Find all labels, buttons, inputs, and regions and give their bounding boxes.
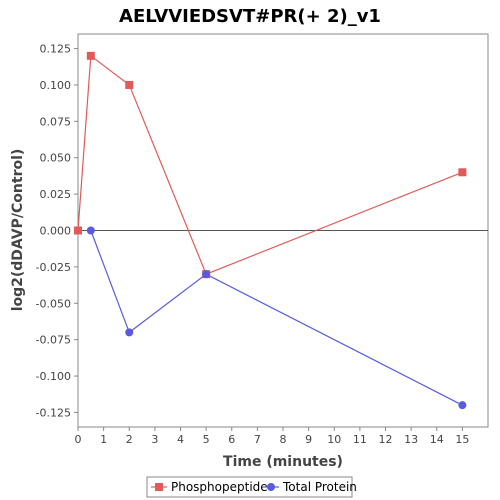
y-tick-label: -0.100 xyxy=(36,370,71,383)
x-tick-label: 9 xyxy=(305,433,312,446)
y-tick-label: -0.025 xyxy=(36,261,71,274)
x-tick-label: 11 xyxy=(353,433,367,446)
y-tick-label: 0.025 xyxy=(40,188,72,201)
data-point xyxy=(86,51,95,60)
legend-label: Phosphopeptide xyxy=(171,480,268,494)
data-point xyxy=(458,401,467,410)
data-point xyxy=(86,226,95,235)
data-point xyxy=(125,80,134,89)
y-tick-label: 0.075 xyxy=(40,115,72,128)
legend-label: Total Protein xyxy=(282,480,357,494)
y-tick-label: -0.050 xyxy=(36,297,71,310)
x-tick-label: 6 xyxy=(228,433,235,446)
x-tick-label: 0 xyxy=(75,433,82,446)
x-tick-label: 5 xyxy=(203,433,210,446)
y-tick-label: 0.000 xyxy=(40,225,72,238)
y-tick-label: 0.100 xyxy=(40,79,72,92)
data-point xyxy=(74,226,82,235)
x-tick-label: 10 xyxy=(327,433,341,446)
x-tick-label: 2 xyxy=(126,433,133,446)
x-tick-label: 7 xyxy=(254,433,261,446)
y-axis-label: log2(dDAVP/Control) xyxy=(10,149,26,312)
x-axis-label: Time (minutes) xyxy=(223,454,343,470)
data-point xyxy=(202,270,211,279)
data-point xyxy=(458,168,467,177)
x-tick-label: 15 xyxy=(455,433,469,446)
legend-marker xyxy=(267,483,275,491)
y-tick-label: -0.125 xyxy=(36,406,71,419)
legend-box xyxy=(146,476,353,498)
y-tick-label: 0.050 xyxy=(40,152,72,165)
x-tick-label: 1 xyxy=(100,433,107,446)
y-tick-label: 0.125 xyxy=(40,43,72,56)
x-tick-label: 14 xyxy=(430,433,444,446)
plot-area: 0.125 0.100 0.075 0.050 0.025 0.000 -0.025 -0.0… xyxy=(36,33,489,446)
x-tick-label: 4 xyxy=(177,433,184,446)
data-point xyxy=(125,328,134,337)
x-tick-label: 13 xyxy=(404,433,418,446)
x-tick-label: 3 xyxy=(151,433,158,446)
x-tick-label: 12 xyxy=(379,433,393,446)
chart-title: AELVVIEDSVT#PR(+ 2)_v1 xyxy=(119,6,381,27)
legend-marker xyxy=(155,483,163,491)
y-tick-label: -0.075 xyxy=(36,334,71,347)
series-line-1 xyxy=(90,230,463,406)
legend: Phosphopeptide Total Protein xyxy=(146,476,357,498)
x-tick-label: 8 xyxy=(280,433,287,446)
